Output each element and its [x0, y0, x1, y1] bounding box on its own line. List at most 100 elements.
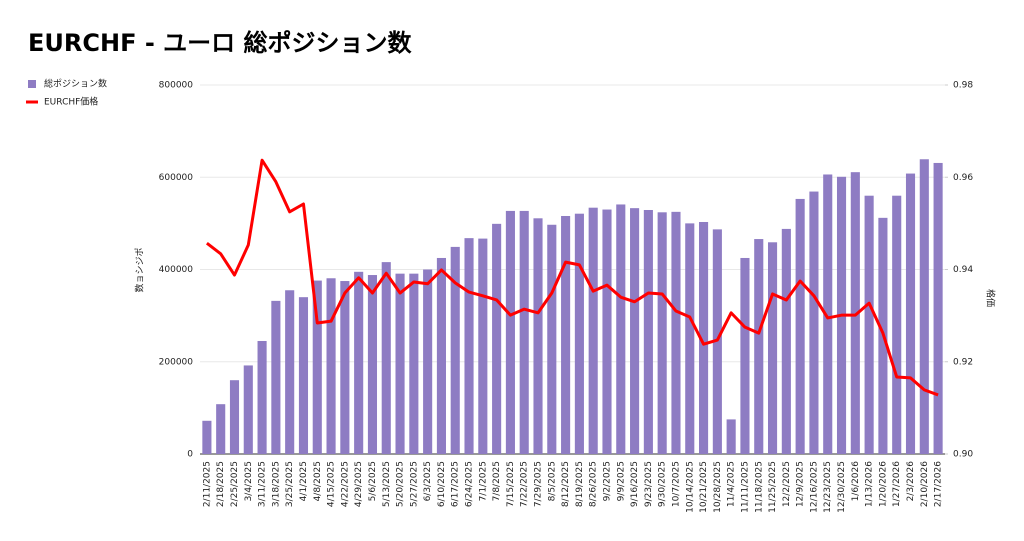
bar	[767, 242, 778, 454]
bar	[519, 210, 529, 454]
bar	[533, 218, 543, 454]
bar	[271, 300, 281, 454]
x-tick-label: 6/24/2025	[465, 461, 475, 507]
bar	[740, 257, 750, 454]
x-tick-label: 3/25/2025	[285, 461, 295, 507]
bar	[409, 273, 419, 454]
x-tick-label: 9/16/2025	[630, 461, 640, 507]
y2-tick-label: 0.96	[953, 173, 973, 183]
y-tick-label: 0	[187, 450, 193, 460]
bar	[381, 262, 391, 454]
bar	[657, 212, 667, 454]
bar	[933, 162, 943, 455]
bar	[602, 209, 612, 454]
bar	[257, 340, 267, 454]
y-tick-label: 600000	[159, 173, 194, 183]
bar	[850, 172, 860, 454]
x-tick-label: 3/4/2025	[244, 461, 254, 501]
bar	[340, 281, 350, 454]
x-tick-label: 7/29/2025	[534, 461, 544, 507]
x-tick-label: 6/3/2025	[423, 461, 433, 501]
x-tick-label: 9/2/2025	[602, 461, 612, 501]
bar	[588, 207, 598, 454]
y-tick-label: 200000	[159, 357, 194, 367]
bar	[547, 224, 557, 454]
x-tick-label: 6/17/2025	[451, 461, 461, 507]
bar	[809, 191, 819, 454]
x-tick-label: 7/1/2025	[478, 461, 488, 501]
legend-label: 総ポジション数	[44, 78, 107, 90]
x-tick-label: 4/15/2025	[327, 461, 337, 507]
bar	[864, 195, 874, 454]
x-tick-label: 8/19/2025	[575, 461, 585, 507]
bar	[685, 223, 695, 454]
x-tick-label: 11/25/2025	[768, 461, 778, 513]
bar	[505, 210, 515, 454]
x-tick-label: 1/20/2026	[878, 461, 888, 507]
x-tick-label: 4/22/2025	[340, 461, 350, 507]
y2-tick-label: 0.98	[953, 81, 973, 91]
x-tick-label: 3/11/2025	[258, 461, 268, 507]
bar	[367, 275, 378, 454]
bar	[436, 257, 446, 454]
bar	[892, 195, 902, 454]
x-tick-label: 12/16/2025	[809, 461, 819, 513]
bar	[492, 223, 502, 454]
x-tick-label: 9/30/2025	[658, 461, 668, 507]
bar	[450, 246, 460, 454]
x-tick-label: 1/13/2026	[865, 461, 875, 507]
x-tick-label: 7/8/2025	[492, 461, 502, 501]
x-tick-label: 4/8/2025	[313, 461, 323, 501]
x-tick-label: 12/30/2025	[837, 461, 847, 513]
bar	[229, 380, 240, 454]
x-tick-label: 2/11/2025	[202, 461, 212, 507]
legend-label: EURCHF価格	[44, 96, 98, 108]
y-axis-label: 数ョシジポ	[134, 247, 146, 292]
bar	[754, 239, 764, 454]
x-tick-label: 6/10/2025	[437, 461, 447, 507]
x-tick-label: 2/17/2026	[934, 461, 944, 507]
x-tick-label: 10/14/2025	[685, 461, 695, 513]
bar	[630, 208, 640, 454]
x-tick-label: 12/9/2025	[796, 461, 806, 507]
legend-swatch	[28, 80, 36, 88]
x-tick-label: 1/27/2026	[892, 461, 902, 507]
x-tick-label: 5/6/2025	[368, 461, 378, 501]
line	[205, 158, 939, 397]
y2-tick-label: 0.90	[953, 450, 973, 460]
x-tick-label: 9/9/2025	[616, 461, 626, 501]
bar	[354, 271, 364, 454]
x-tick-label: 5/27/2025	[409, 461, 419, 507]
bar	[712, 229, 722, 454]
bar	[478, 238, 488, 454]
bar	[312, 280, 322, 454]
x-tick-label: 2/3/2026	[906, 461, 916, 502]
x-tick-label: 3/18/2025	[271, 461, 281, 507]
x-tick-label: 1/6/2026	[851, 461, 861, 502]
x-tick-label: 11/4/2025	[727, 461, 737, 507]
x-tick-label: 12/2/2025	[782, 461, 792, 507]
x-tick-label: 10/28/2025	[713, 461, 723, 513]
chart-title: EURCHF - ユーロ 総ポジション数	[28, 29, 412, 57]
bar	[781, 228, 791, 454]
x-tick-label: 5/13/2025	[382, 461, 392, 507]
bar	[243, 365, 253, 454]
bar	[298, 297, 309, 454]
x-tick-label: 10/7/2025	[671, 461, 681, 507]
x-tick-label: 8/26/2025	[589, 461, 599, 507]
y2-tick-label: 0.94	[953, 265, 973, 275]
bar	[216, 404, 226, 454]
x-tick-label: 2/25/2025	[230, 461, 240, 507]
bar	[919, 159, 929, 455]
bar	[616, 204, 626, 454]
x-tick-label: 12/23/2025	[823, 461, 833, 513]
x-tick-label: 4/1/2025	[299, 461, 309, 501]
y-tick-label: 800000	[159, 81, 194, 91]
x-tick-label: 11/18/2025	[754, 461, 764, 513]
bar	[671, 211, 681, 454]
x-tick-label: 7/22/2025	[520, 461, 530, 507]
x-tick-label: 2/18/2025	[216, 461, 226, 507]
bar	[285, 290, 295, 454]
bar	[423, 269, 433, 454]
